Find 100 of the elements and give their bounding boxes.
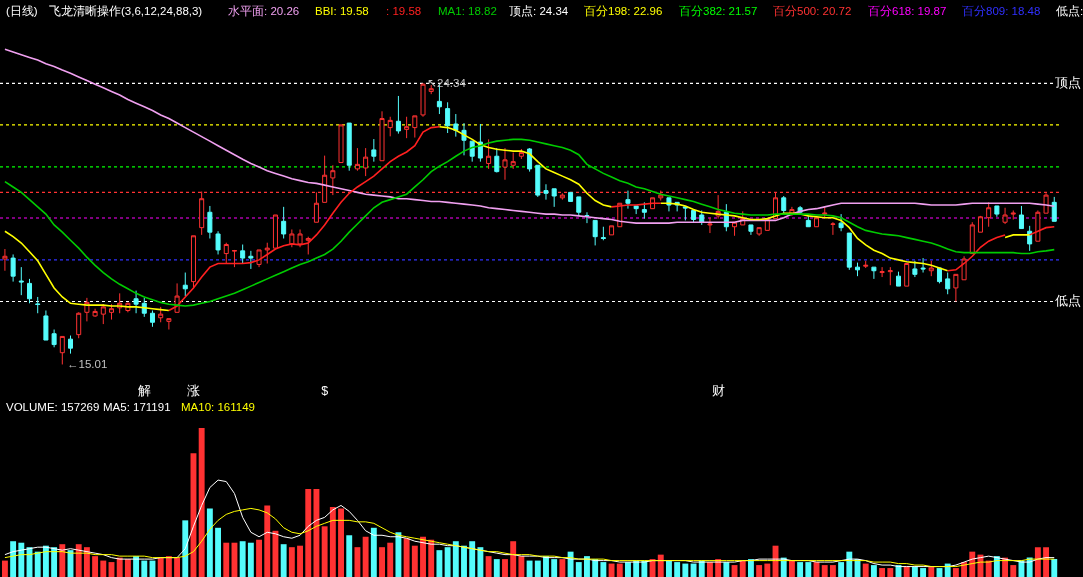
annotation: ←15.01 (67, 358, 108, 370)
bar (239, 541, 246, 577)
candlestick (100, 303, 106, 325)
candlestick (240, 244, 246, 265)
candlestick (363, 147, 369, 177)
bar (420, 536, 426, 577)
candlestick (863, 260, 869, 269)
candlestick (338, 124, 344, 164)
bar (280, 544, 287, 577)
bar (370, 527, 377, 577)
candlestick (805, 215, 811, 228)
bar (206, 508, 213, 577)
bar (1043, 547, 1050, 577)
bar (600, 562, 607, 577)
bar (887, 568, 894, 577)
x-tick-label: 解 (137, 384, 151, 399)
candlestick (1051, 196, 1057, 222)
candlestick (486, 138, 492, 170)
bar (247, 542, 254, 577)
bar (165, 556, 172, 577)
text: 百分809: 18.48 (962, 5, 1041, 17)
candlestick (182, 272, 188, 297)
bar (42, 545, 49, 577)
bar (911, 566, 918, 577)
candlestick (953, 273, 959, 302)
bar (264, 505, 271, 577)
bar (706, 562, 713, 577)
candlestick (379, 110, 385, 162)
bar (690, 563, 697, 577)
ref-line-label: 顶点 (1055, 76, 1081, 90)
bar (157, 557, 164, 577)
bar (1051, 559, 1058, 577)
bar (756, 565, 763, 577)
candlestick (576, 196, 582, 217)
text: : 19.58 (386, 5, 422, 17)
candlestick (346, 122, 352, 172)
bar (666, 560, 672, 577)
candlestick (1035, 209, 1041, 242)
candlestick (961, 255, 967, 281)
bar (1034, 547, 1041, 577)
bar (502, 559, 508, 577)
x-tick-label: 财 (711, 384, 725, 399)
candlestick (67, 335, 74, 355)
bar (510, 541, 517, 577)
candlestick (264, 242, 270, 265)
candlestick (445, 101, 451, 134)
bar (452, 541, 459, 577)
bar (215, 527, 222, 577)
bar (387, 542, 394, 577)
text: 百分500: 20.72 (773, 5, 852, 17)
candlestick (633, 205, 639, 215)
x-tick-label: 涨 (186, 384, 200, 399)
candlestick (641, 201, 647, 220)
bar (920, 568, 927, 577)
candlestick (502, 147, 508, 181)
candlestick (920, 257, 926, 274)
bar (657, 554, 664, 577)
bar (124, 559, 131, 577)
candlestick (518, 148, 524, 160)
candlestick (272, 214, 278, 249)
bar (411, 545, 418, 577)
candlestick (748, 224, 754, 236)
candlestick (855, 262, 861, 277)
candlestick (781, 195, 787, 214)
candlestick (289, 228, 295, 248)
bar (362, 536, 369, 577)
bar (346, 535, 353, 577)
bar (92, 556, 99, 577)
bar (674, 562, 681, 577)
bar (805, 562, 812, 577)
candlestick (420, 82, 426, 118)
candlestick (10, 253, 16, 283)
candlestick (305, 236, 311, 255)
candlestick (994, 205, 1000, 218)
bar (83, 547, 90, 577)
chart-subtitle: 飞龙清晰操作(3,6,12,24,88,3) (49, 5, 203, 17)
bar (297, 545, 303, 577)
bar (182, 520, 189, 577)
bar (288, 547, 295, 577)
bar (838, 562, 845, 577)
candlestick (1002, 207, 1008, 225)
candlestick (945, 272, 951, 295)
candlestick (43, 310, 49, 341)
bar (829, 565, 836, 577)
bar (338, 508, 344, 577)
bar (1010, 565, 1017, 577)
candlestick (592, 219, 598, 246)
bar (444, 547, 451, 577)
candlestick (838, 213, 844, 232)
candlestick (108, 303, 114, 321)
bar (518, 556, 525, 577)
candlestick (453, 113, 459, 138)
bar (59, 544, 66, 577)
candlestick (297, 228, 303, 248)
candlestick (18, 266, 24, 296)
candlestick (969, 221, 975, 255)
text: 百分382: 21.57 (679, 5, 758, 17)
bar (461, 545, 467, 577)
bar (223, 542, 230, 577)
candlestick (35, 296, 41, 314)
